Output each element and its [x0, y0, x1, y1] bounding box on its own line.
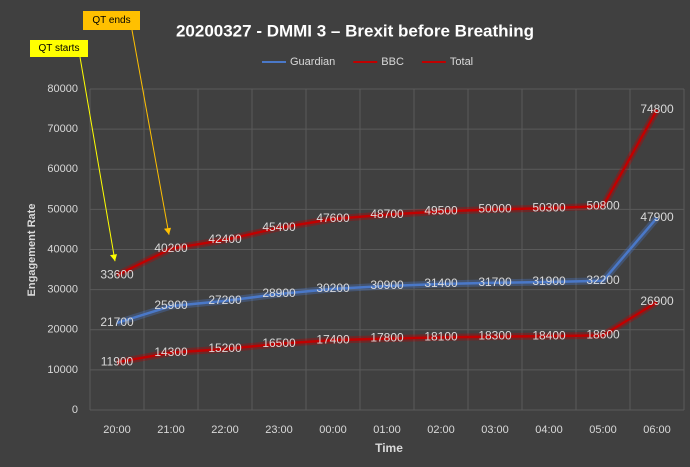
data-label: 47900: [640, 210, 674, 224]
line: [116, 301, 658, 364]
data-label: 16500: [262, 336, 296, 350]
x-tick-label: 20:00: [103, 424, 131, 436]
data-label: 30900: [370, 278, 404, 292]
annotation-arrowhead: [110, 254, 117, 262]
data-label: 17400: [316, 332, 350, 346]
data-label: 18600: [586, 328, 620, 342]
legend-label: Guardian: [290, 56, 335, 68]
data-label: 25900: [154, 298, 188, 312]
data-label: 18100: [424, 330, 458, 344]
data-label: 15200: [208, 341, 242, 355]
x-tick-label: 22:00: [211, 424, 239, 436]
data-label: 45400: [262, 220, 296, 234]
x-tick-label: 05:00: [589, 424, 617, 436]
data-label: 18400: [532, 328, 566, 342]
data-label: 49500: [424, 204, 458, 218]
x-tick-label: 01:00: [373, 424, 401, 436]
data-label: 48700: [370, 207, 404, 221]
annotation-arrowhead: [164, 227, 171, 235]
data-label: 50800: [586, 198, 620, 212]
annotation-arrow: [79, 56, 116, 262]
x-tick-label: 23:00: [265, 424, 293, 436]
line: [116, 109, 659, 277]
data-label: 32200: [586, 273, 620, 287]
y-tick-label: 0: [72, 404, 78, 416]
data-label: 50300: [532, 200, 566, 214]
annotation-text: QT ends: [92, 15, 130, 26]
data-label: 11900: [101, 354, 134, 368]
y-tick-label: 20000: [47, 324, 78, 336]
data-label: 47600: [316, 211, 350, 225]
chart-title: 20200327 - DMMI 3 – Brexit before Breath…: [176, 21, 534, 40]
x-tick-label: 04:00: [535, 424, 563, 436]
y-tick-label: 60000: [47, 163, 78, 175]
y-tick-label: 40000: [47, 243, 78, 255]
annotation-text: QT starts: [39, 43, 80, 54]
data-label: 42400: [208, 232, 242, 246]
x-tick-label: 00:00: [319, 424, 347, 436]
data-label: 31700: [478, 275, 512, 289]
x-tick-label: 02:00: [427, 424, 455, 436]
data-label: 50000: [478, 202, 512, 216]
data-label: 30200: [316, 281, 350, 295]
x-axis-label: Time: [375, 441, 403, 455]
data-label: 28900: [262, 286, 296, 300]
x-tick-label: 21:00: [157, 424, 185, 436]
data-label: 40200: [154, 241, 188, 255]
data-label: 14300: [154, 345, 188, 359]
line: [116, 216, 658, 325]
data-label: 26900: [640, 294, 674, 308]
legend-label: Total: [450, 56, 473, 68]
data-label: 31900: [532, 274, 566, 288]
legend-label: BBC: [381, 56, 404, 68]
y-axis-label: Engagement Rate: [26, 204, 38, 297]
y-tick-label: 50000: [47, 203, 78, 215]
annotation-box: [83, 11, 140, 30]
y-tick-label: 10000: [47, 364, 78, 376]
y-tick-label: 70000: [47, 123, 78, 135]
x-tick-label: 06:00: [643, 424, 671, 436]
data-label: 31400: [424, 276, 458, 290]
data-label: 17800: [370, 331, 404, 345]
y-tick-label: 30000: [47, 284, 78, 296]
data-label: 21700: [100, 315, 134, 329]
data-label: 74800: [640, 102, 674, 116]
data-label: 27200: [208, 293, 242, 307]
data-label: 33600: [100, 267, 134, 281]
data-label: 18300: [478, 329, 512, 343]
annotation-arrow: [131, 29, 170, 235]
x-tick-label: 03:00: [481, 424, 509, 436]
y-tick-label: 80000: [47, 83, 78, 95]
annotation-box: [30, 40, 88, 57]
